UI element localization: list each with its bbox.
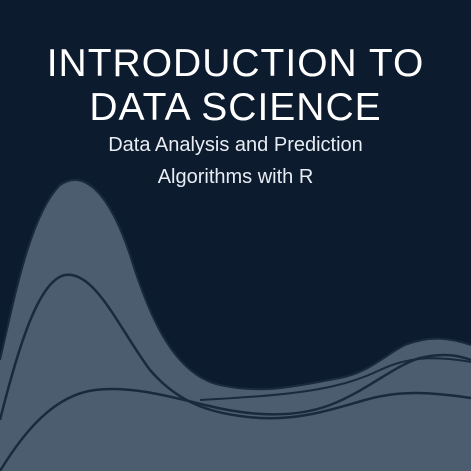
density-curve-quaternary bbox=[199, 357, 471, 401]
cover-title-line2: DATA SCIENCE bbox=[89, 86, 382, 129]
cover-subtitle-line2: Algorithms with R bbox=[157, 166, 314, 188]
density-curve-secondary bbox=[0, 273, 471, 421]
density-curve-primary-outline bbox=[0, 179, 471, 391]
cover-title-line1: INTRODUCTION TO bbox=[46, 42, 425, 85]
cover-subtitle-line1: Data Analysis and Prediction bbox=[108, 134, 363, 156]
density-area-primary bbox=[0, 179, 471, 471]
